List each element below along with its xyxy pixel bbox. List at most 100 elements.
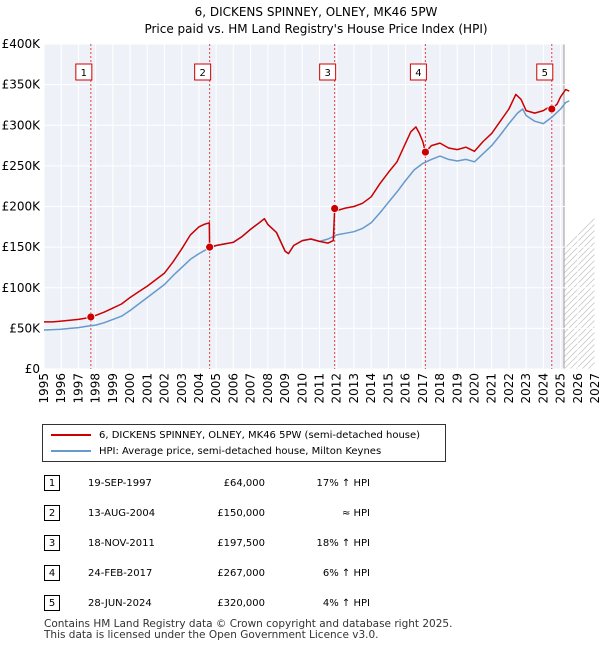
sale-labels: 1 2 3 4 5 <box>75 63 554 81</box>
table-row: 2 13-AUG-2004 £150,000 ≈ HPI <box>0 500 600 530</box>
table-row: 3 18-NOV-2011 £197,500 18% ↑ HPI <box>0 530 600 560</box>
sale-number: 2 <box>44 505 60 521</box>
sale-label-text: 5 <box>542 68 548 79</box>
x-tick-label: 2003 <box>175 373 189 404</box>
forecast-hatch <box>564 295 595 328</box>
sale-label-text: 1 <box>81 68 87 79</box>
x-tick-label: 2017 <box>416 373 430 404</box>
y-tick-label: £400K <box>2 37 42 51</box>
x-tick-label: 2023 <box>519 373 533 404</box>
sale-label-text: 4 <box>415 68 421 79</box>
sale-label-text: 3 <box>324 68 330 79</box>
x-tick-label: 2008 <box>261 373 275 404</box>
x-tick-label: 2015 <box>381 373 395 404</box>
sale-point <box>420 147 430 157</box>
x-tick-label: 2019 <box>450 373 464 404</box>
chart-title: 6, DICKENS SPINNEY, OLNEY, MK46 5PW <box>195 5 438 19</box>
series-lines <box>43 88 570 331</box>
legend-swatch-hpi <box>51 450 91 452</box>
x-tick-label: 2026 <box>571 373 585 404</box>
forecast-hatch <box>564 313 595 346</box>
hpi-comparison: 4% ↑ HPI <box>322 598 370 609</box>
x-tick-label: 2002 <box>158 373 172 404</box>
x-tick-label: 2005 <box>209 373 223 404</box>
sale-point <box>330 204 340 213</box>
sale-label-text: 2 <box>199 68 205 79</box>
x-tick-label: 2024 <box>536 373 550 404</box>
hpi-comparison: ≈ HPI <box>341 508 370 519</box>
x-tick-label: 2012 <box>330 373 344 404</box>
x-tick-label: 1997 <box>71 373 85 404</box>
x-tick-label: 1999 <box>106 373 120 404</box>
sale-price: £150,000 <box>217 508 265 519</box>
x-tick-label: 2001 <box>140 373 154 404</box>
legend-swatch-property <box>51 434 91 436</box>
sale-label-box <box>75 63 93 81</box>
sale-price: £267,000 <box>217 568 265 579</box>
y-tick-label: £150K <box>2 240 42 254</box>
x-tick-label: 2011 <box>313 373 327 404</box>
x-tick-label: 1995 <box>37 373 51 404</box>
sale-label: 2 <box>194 63 212 81</box>
x-tick-label: 2018 <box>433 373 447 404</box>
x-tick-label: 2022 <box>502 373 516 404</box>
x-tick-label: 2006 <box>226 373 240 404</box>
sale-price: £197,500 <box>217 538 265 549</box>
price-chart: 6, DICKENS SPINNEY, OLNEY, MK46 5PW Pric… <box>2 5 600 404</box>
forecast-hatch <box>564 307 595 340</box>
hpi-comparison: 17% ↑ HPI <box>316 478 370 489</box>
sale-label-box <box>194 63 212 81</box>
x-tick-label: 2013 <box>347 373 361 404</box>
x-tick-label: 2016 <box>399 373 413 404</box>
x-tick-label: 2000 <box>123 373 137 404</box>
x-tick-label: 2004 <box>192 373 206 404</box>
sale-date: 18-NOV-2011 <box>88 538 155 549</box>
x-tick-label: 2010 <box>295 373 309 404</box>
y-tick-label: £100K <box>2 281 42 295</box>
sale-number: 1 <box>44 475 60 491</box>
y-tick-label: £300K <box>2 118 42 132</box>
legend-label-hpi: HPI: Average price, semi-detached house,… <box>99 446 382 457</box>
sale-label: 4 <box>409 63 427 81</box>
x-tick-label: 1996 <box>54 373 68 404</box>
x-tick-label: 2009 <box>278 373 292 404</box>
sale-point <box>547 104 557 114</box>
sale-price: £320,000 <box>217 598 265 609</box>
x-axis: 1995 1996 1997 1998 1999 2000 2001 2002 2003 2004… <box>37 373 600 404</box>
footer-attribution: Contains HM Land Registry data © Crown c… <box>44 619 452 641</box>
x-tick-label: 2021 <box>485 373 499 404</box>
sale-label: 3 <box>319 63 337 81</box>
y-tick-label: £50K <box>9 321 41 335</box>
x-tick-label: 2007 <box>244 373 258 404</box>
table-row: 5 28-JUN-2024 £320,000 4% ↑ HPI <box>0 590 600 620</box>
sale-date: 13-AUG-2004 <box>88 508 156 519</box>
hpi-comparison: 18% ↑ HPI <box>316 538 370 549</box>
sale-date: 28-JUN-2024 <box>88 598 152 609</box>
sale-point <box>86 312 96 322</box>
sale-point <box>205 242 215 252</box>
footer-licence: This data is licensed under the Open Gov… <box>44 629 379 641</box>
forecast-hatch <box>564 289 595 322</box>
sale-label-box <box>319 63 337 81</box>
sale-number: 5 <box>44 595 60 611</box>
forecast-hatch <box>564 301 595 334</box>
chart-subtitle: Price paid vs. HM Land Registry's House … <box>144 22 487 36</box>
table-row: 4 24-FEB-2017 £267,000 6% ↑ HPI <box>0 560 600 590</box>
legend-label-property: 6, DICKENS SPINNEY, OLNEY, MK46 5PW (sem… <box>99 430 421 441</box>
sale-date: 24-FEB-2017 <box>88 568 153 579</box>
x-tick-label: 1998 <box>89 373 103 404</box>
sale-label-box <box>409 63 427 81</box>
y-tick-label: £0 <box>25 362 40 376</box>
sale-price: £64,000 <box>223 478 265 489</box>
legend-item-property: 6, DICKENS SPINNEY, OLNEY, MK46 5PW (sem… <box>51 428 420 444</box>
x-tick-label: 2025 <box>554 373 568 404</box>
x-tick-label: 2014 <box>364 373 378 404</box>
legend-item-hpi: HPI: Average price, semi-detached house,… <box>51 444 381 460</box>
sale-points <box>86 104 557 322</box>
legend: 6, DICKENS SPINNEY, OLNEY, MK46 5PW (sem… <box>42 424 446 462</box>
sale-label: 1 <box>75 63 93 81</box>
sale-number: 4 <box>44 565 60 581</box>
x-tick-label: 2027 <box>588 373 600 404</box>
hpi-comparison: 6% ↑ HPI <box>322 568 370 579</box>
y-tick-label: £200K <box>2 200 42 214</box>
